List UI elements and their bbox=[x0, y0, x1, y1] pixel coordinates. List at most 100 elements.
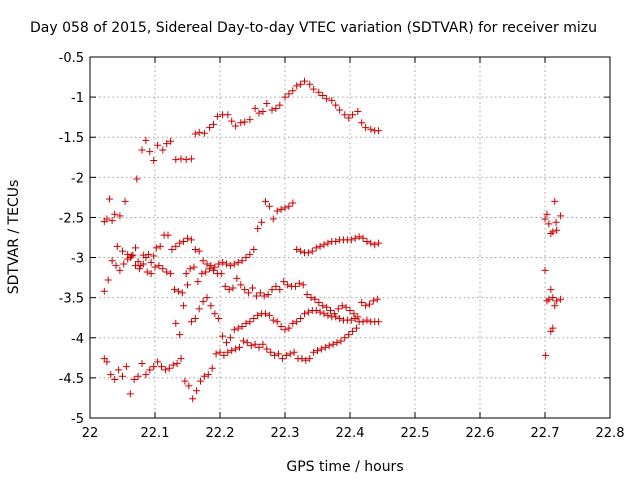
data-point bbox=[242, 254, 250, 262]
data-point bbox=[359, 234, 367, 242]
data-point bbox=[363, 316, 371, 324]
data-point bbox=[332, 101, 340, 109]
data-point bbox=[293, 318, 301, 326]
data-point bbox=[358, 119, 366, 127]
axis-ticks: 22 22.1 22.2 22.3 22.4 22.5 22.6 22.7 22.8 -0.5 -1… bbox=[59, 51, 625, 441]
data-point bbox=[198, 270, 206, 278]
data-point bbox=[106, 195, 113, 203]
data-point bbox=[297, 315, 305, 323]
data-point bbox=[327, 307, 334, 315]
data-point bbox=[210, 266, 217, 274]
data-point bbox=[165, 364, 173, 372]
x-axis-label: GPS time / hours bbox=[286, 459, 403, 475]
data-point bbox=[234, 258, 242, 266]
data-point bbox=[302, 356, 310, 364]
data-point bbox=[271, 351, 279, 359]
data-point bbox=[272, 104, 280, 112]
data-point bbox=[268, 286, 276, 294]
data-point bbox=[255, 109, 263, 117]
data-point bbox=[159, 146, 167, 154]
data-point bbox=[324, 239, 332, 247]
data-point bbox=[247, 342, 255, 350]
data-point bbox=[228, 117, 236, 125]
data-point bbox=[547, 286, 555, 294]
data-point bbox=[211, 263, 219, 271]
data-point bbox=[184, 234, 191, 242]
data-point bbox=[211, 310, 219, 318]
data-point bbox=[242, 319, 250, 327]
data-point bbox=[225, 286, 233, 294]
data-marks bbox=[100, 77, 565, 403]
data-point bbox=[172, 319, 180, 327]
data-point bbox=[328, 96, 336, 104]
data-point bbox=[373, 295, 381, 303]
data-point bbox=[199, 298, 207, 306]
data-point bbox=[557, 295, 565, 303]
y-tick-label: -4 bbox=[71, 332, 84, 347]
data-point bbox=[256, 289, 264, 297]
data-point bbox=[246, 116, 254, 124]
data-point bbox=[304, 308, 312, 316]
data-point bbox=[268, 106, 276, 114]
data-point bbox=[329, 340, 337, 348]
x-tick-label: 22 bbox=[82, 426, 99, 441]
data-point bbox=[104, 276, 112, 284]
data-point bbox=[246, 250, 254, 258]
data-point bbox=[263, 100, 271, 108]
data-point bbox=[203, 294, 211, 302]
data-point bbox=[108, 257, 116, 265]
data-point bbox=[551, 302, 559, 310]
data-point bbox=[189, 395, 197, 403]
data-point bbox=[150, 156, 158, 164]
data-point bbox=[111, 210, 119, 218]
data-point bbox=[161, 366, 169, 374]
data-point bbox=[236, 343, 243, 351]
data-point bbox=[226, 262, 234, 270]
data-point bbox=[275, 350, 282, 358]
data-point bbox=[142, 371, 150, 379]
data-point bbox=[150, 363, 158, 371]
data-point bbox=[375, 239, 383, 247]
data-point bbox=[208, 364, 216, 372]
data-point bbox=[181, 377, 189, 385]
data-point bbox=[185, 382, 193, 390]
data-point bbox=[210, 120, 217, 128]
data-point bbox=[220, 351, 228, 359]
data-point bbox=[246, 318, 254, 326]
data-point bbox=[285, 90, 293, 98]
data-point bbox=[358, 298, 366, 306]
data-point bbox=[265, 311, 273, 319]
data-point bbox=[219, 258, 227, 266]
data-point bbox=[232, 122, 240, 130]
data-point bbox=[172, 242, 180, 250]
data-point bbox=[362, 124, 370, 132]
data-point bbox=[168, 246, 176, 254]
y-tick-label: -2 bbox=[71, 171, 84, 186]
data-point bbox=[545, 295, 553, 303]
data-point bbox=[350, 310, 358, 318]
data-point bbox=[223, 339, 230, 347]
data-point bbox=[122, 363, 130, 371]
data-point bbox=[103, 215, 111, 223]
y-tick-label: -5 bbox=[71, 412, 84, 427]
data-point bbox=[194, 278, 202, 286]
data-point bbox=[219, 332, 227, 340]
data-point bbox=[223, 260, 230, 268]
data-point bbox=[347, 236, 355, 244]
data-point bbox=[174, 287, 182, 295]
data-point bbox=[293, 246, 301, 254]
data-point bbox=[119, 247, 126, 255]
data-point bbox=[552, 218, 560, 226]
data-point bbox=[159, 265, 167, 273]
data-point bbox=[316, 242, 324, 250]
data-point bbox=[251, 340, 259, 348]
data-point bbox=[345, 114, 353, 122]
data-point bbox=[111, 375, 119, 383]
data-point bbox=[307, 294, 315, 302]
data-point bbox=[195, 305, 203, 313]
data-point bbox=[100, 287, 108, 295]
data-point bbox=[280, 278, 288, 286]
data-point bbox=[187, 236, 195, 244]
data-point bbox=[215, 315, 223, 323]
